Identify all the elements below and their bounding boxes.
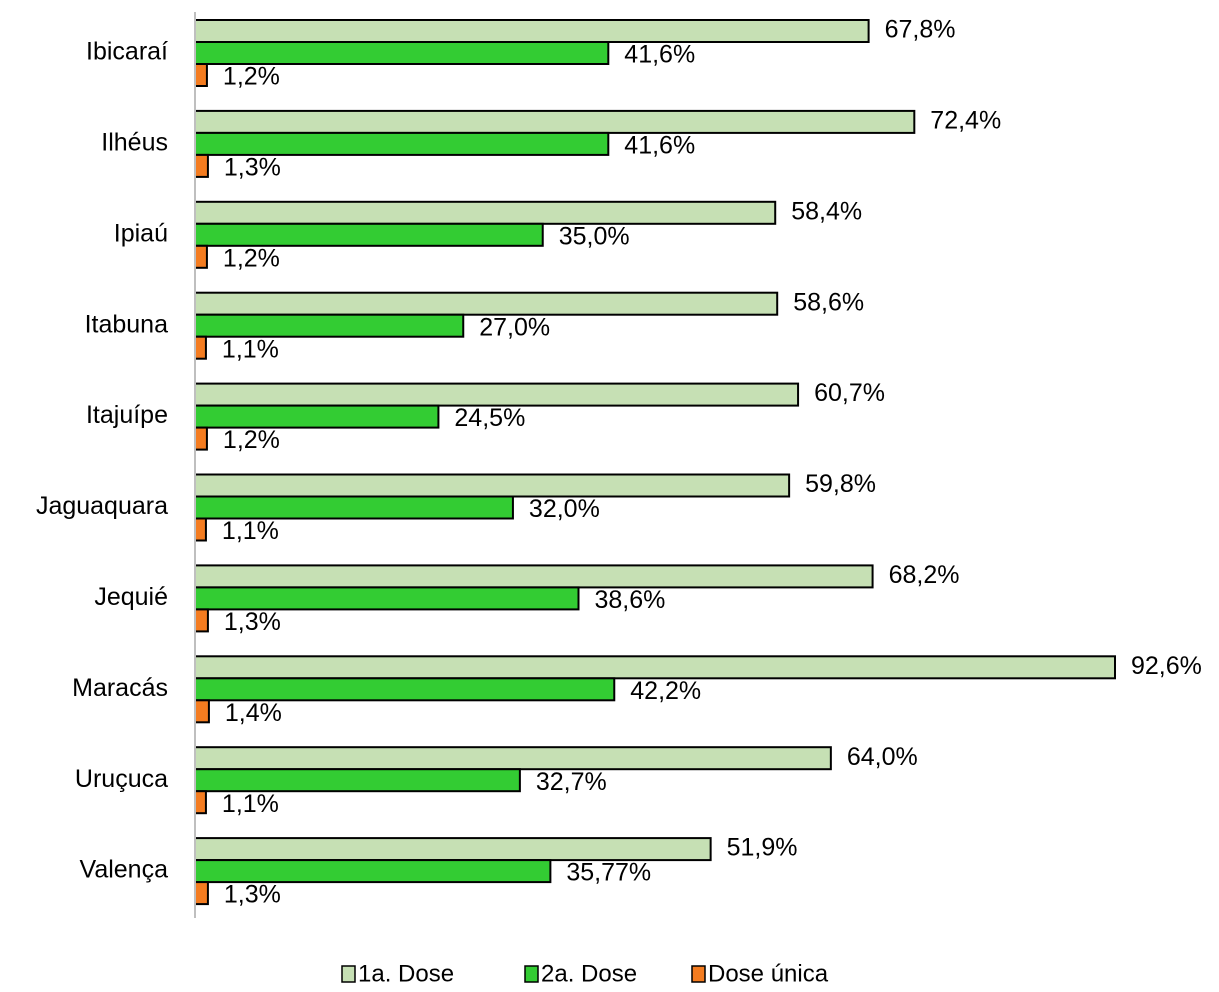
bar [194, 63, 208, 87]
bar [194, 517, 207, 542]
data-label: 32,7% [536, 768, 607, 796]
data-label: 35,77% [566, 859, 651, 887]
bar [194, 382, 800, 407]
data-label: 41,6% [624, 41, 695, 69]
category-label: Jequié [94, 583, 168, 611]
data-label: 27,0% [479, 313, 550, 341]
data-label: 1,3% [224, 881, 281, 909]
bar [194, 41, 610, 65]
bar [194, 608, 209, 633]
bar [194, 564, 874, 589]
data-label: 68,2% [889, 561, 960, 589]
category-label: Itabuna [85, 310, 169, 338]
data-label: 42,2% [630, 677, 701, 705]
bar [194, 859, 552, 884]
data-label: 1,3% [224, 608, 281, 636]
legend-label: Dose única [708, 960, 829, 987]
legend-swatch [691, 965, 706, 983]
bar [194, 699, 210, 724]
legend-label: 1a. Dose [358, 960, 454, 987]
data-label: 51,9% [727, 834, 798, 862]
category-label: Maracás [72, 674, 168, 702]
category-label: Valença [80, 856, 169, 884]
bar [194, 291, 779, 316]
bar [194, 426, 208, 451]
data-label: 60,7% [814, 379, 885, 407]
legend-label: 2a. Dose [541, 960, 637, 987]
data-label: 1,1% [222, 517, 279, 545]
legend-swatch [341, 965, 356, 983]
data-label: 64,0% [847, 743, 918, 771]
bar [194, 586, 580, 611]
bar [194, 109, 916, 134]
bar [194, 881, 209, 906]
data-label: 32,0% [529, 495, 600, 523]
bar [194, 837, 712, 862]
bar [194, 495, 514, 520]
data-label: 58,6% [793, 288, 864, 316]
data-label: 1,4% [225, 699, 282, 727]
data-label: 1,1% [222, 335, 279, 363]
category-label: Itajuípe [86, 401, 168, 429]
data-label: 35,0% [559, 222, 630, 250]
category-label: Ilhéus [101, 129, 168, 157]
bar [194, 677, 616, 702]
data-label: 92,6% [1131, 652, 1202, 680]
bar [194, 790, 207, 815]
data-label: 1,2% [223, 63, 280, 91]
category-label: Uruçuca [75, 765, 168, 793]
bar [194, 473, 791, 498]
data-label: 1,3% [224, 154, 281, 182]
bar [194, 19, 870, 43]
data-label: 59,8% [805, 470, 876, 498]
bar [194, 200, 777, 225]
category-label: Jaguaquara [36, 492, 168, 520]
category-label: Ipiaú [114, 219, 168, 247]
bar [194, 131, 610, 156]
bar [194, 404, 440, 429]
data-label: 24,5% [454, 404, 525, 432]
data-label: 67,8% [885, 16, 956, 44]
category-label: Ibicaraí [86, 38, 168, 66]
data-label: 41,6% [624, 132, 695, 160]
bar [194, 313, 465, 338]
data-label: 72,4% [930, 107, 1001, 135]
bar [194, 244, 208, 269]
data-label: 58,4% [791, 197, 862, 225]
bar [194, 335, 207, 360]
legend-swatch [524, 965, 539, 983]
data-label: 38,6% [594, 586, 665, 614]
data-label: 1,1% [222, 790, 279, 818]
data-label: 1,2% [223, 426, 280, 454]
bar [194, 655, 1116, 680]
bar [194, 222, 544, 247]
bar [194, 746, 832, 771]
bar [194, 153, 209, 178]
bar [194, 768, 521, 793]
data-label: 1,2% [223, 244, 280, 272]
